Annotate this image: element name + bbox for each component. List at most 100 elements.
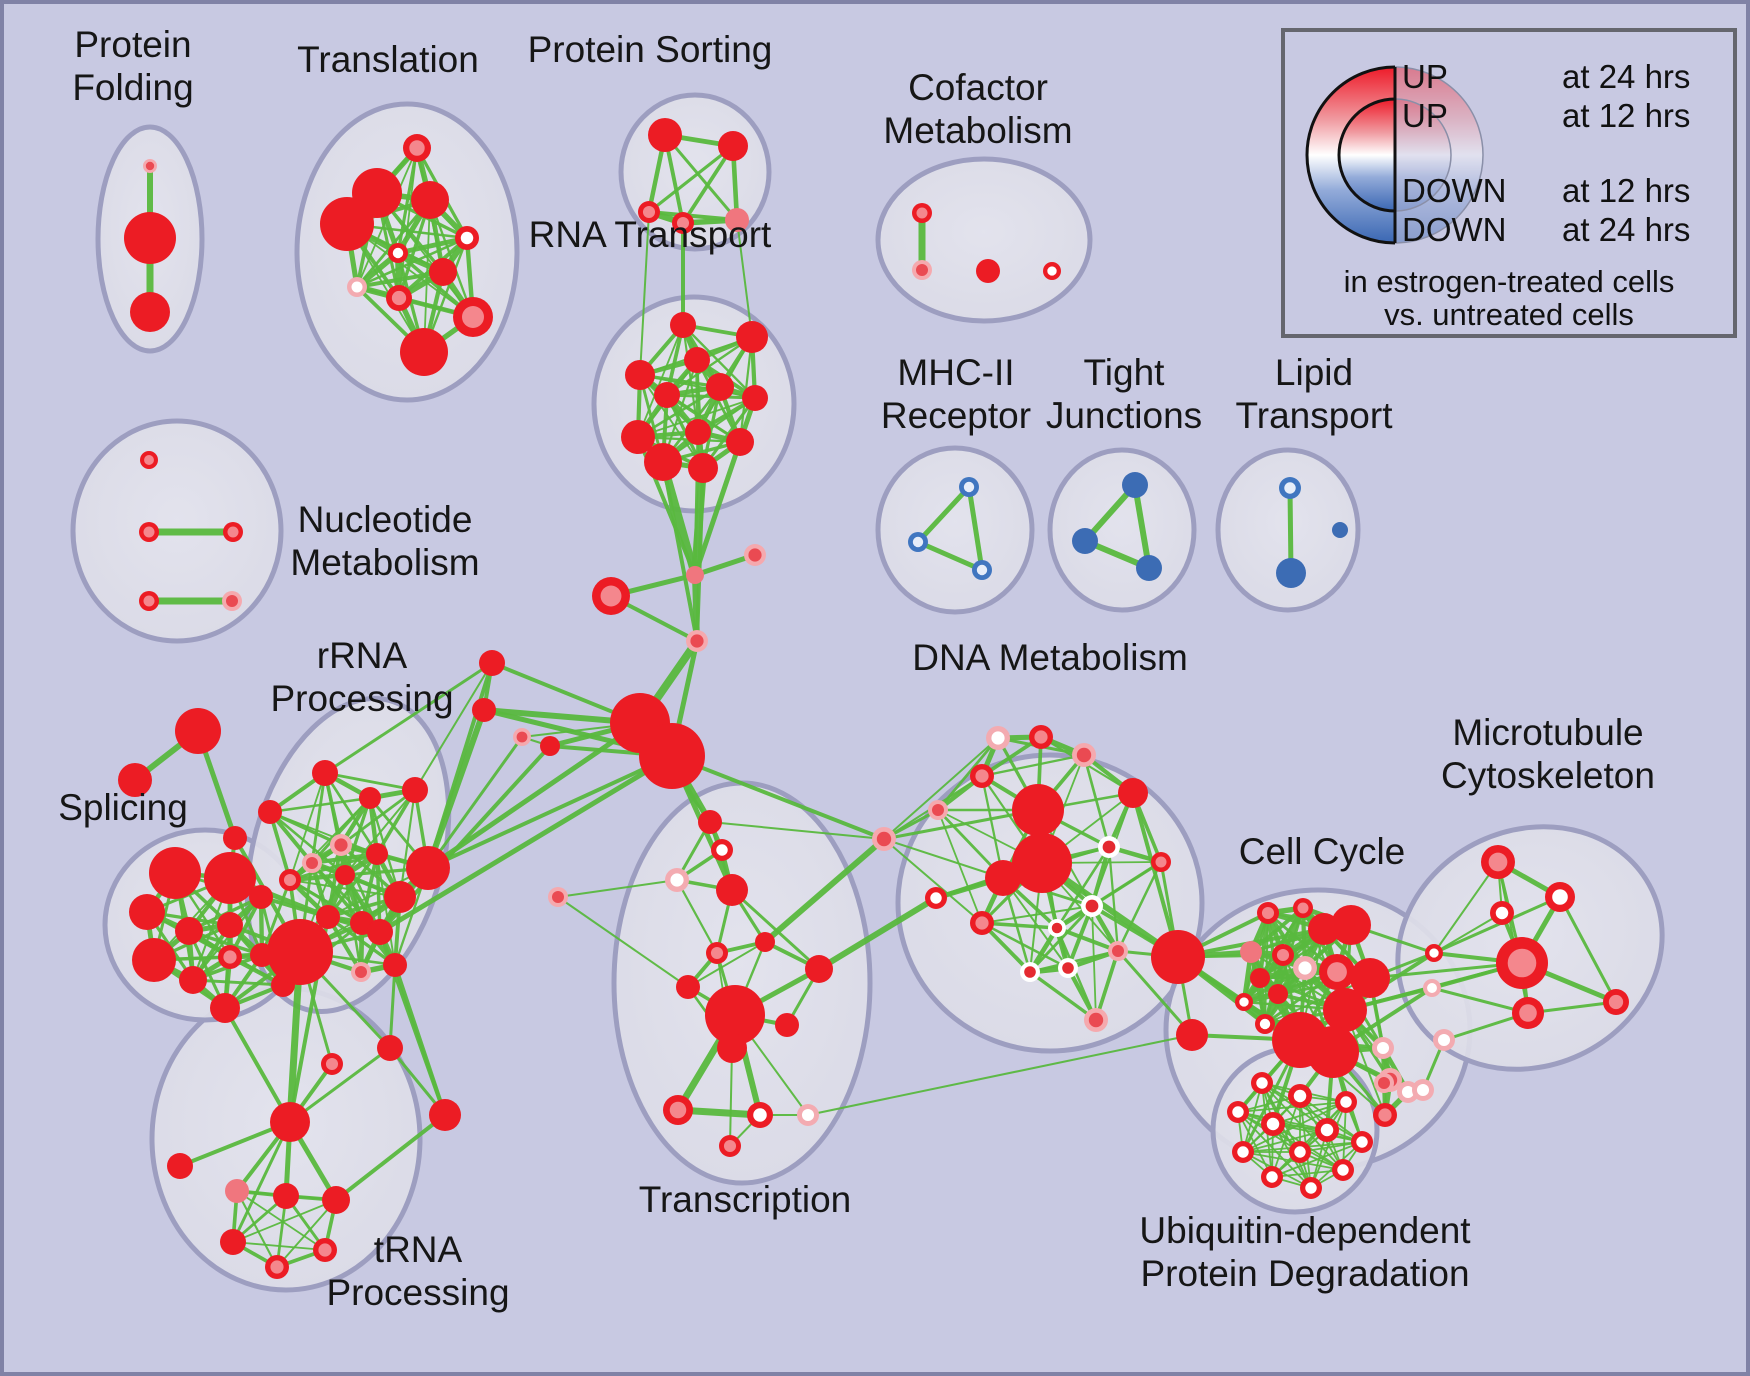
- gene-node-tr15: [775, 1013, 799, 1037]
- gene-node-mc3: [1490, 901, 1514, 925]
- gene-node-rt2: [736, 321, 768, 353]
- gene-node-s5: [204, 852, 256, 904]
- gene-node-mc8: [1512, 997, 1544, 1029]
- gene-node-ps2: [718, 131, 748, 161]
- gene-node-s7: [175, 917, 203, 945]
- edge-rrna: [398, 788, 417, 899]
- gene-node-rtc: [592, 577, 630, 615]
- gene-node-mc4: [1425, 944, 1443, 962]
- gene-node-tp7: [313, 1238, 337, 1262]
- gene-node-tj1: [1122, 472, 1148, 498]
- cluster-label-splicing: Splicing: [58, 787, 188, 828]
- gene-node-s10: [132, 938, 176, 982]
- gene-node-t11: [400, 328, 448, 376]
- cluster-label-cofactor-metabolism-line1: Cofactor: [908, 67, 1048, 108]
- edge: [692, 439, 743, 578]
- edge: [1430, 986, 1530, 1015]
- edge: [762, 836, 887, 945]
- gene-node-tr7: [676, 975, 700, 999]
- gene-node-rtb: [744, 544, 766, 566]
- edge-translation: [355, 236, 469, 289]
- gene-node-mc1: [1481, 845, 1515, 879]
- gene-node-ra: [312, 760, 338, 786]
- gene-node-dn20: [1151, 930, 1205, 984]
- gene-node-cm3: [976, 259, 1000, 283]
- gene-node-dn7: [1012, 833, 1072, 893]
- gene-node-cc14: [1323, 988, 1367, 1032]
- gene-node-u10: [1332, 1159, 1354, 1181]
- gene-node-cc18: [1372, 1037, 1394, 1059]
- gene-node-tr4: [716, 874, 748, 906]
- gene-node-u11: [1261, 1166, 1283, 1188]
- gene-node-s2: [175, 708, 221, 754]
- edge-protein-sorting: [647, 144, 735, 214]
- gene-node-tj2: [1072, 528, 1098, 554]
- gene-node-t10: [453, 297, 493, 337]
- edge-rna-transport: [681, 323, 757, 400]
- gene-node-tp4: [273, 1183, 299, 1209]
- legend-note-line2: vs. untreated cells: [1384, 297, 1634, 332]
- edge-trna-hex: [276, 1199, 337, 1268]
- cluster-label-nucleotide-metabolism-line2: Metabolism: [290, 542, 479, 583]
- gene-node-u4: [1227, 1101, 1249, 1123]
- edge: [426, 754, 674, 870]
- gene-node-cc13: [1255, 1014, 1275, 1034]
- edge-cell-cycle: [1249, 906, 1305, 954]
- gene-node-ps4: [672, 212, 694, 234]
- gene-node-tr5: [706, 942, 728, 964]
- gene-node-nm2: [139, 522, 159, 542]
- edge: [1432, 895, 1562, 955]
- gene-node-tr17: [548, 887, 568, 907]
- cluster-label-trna-processing-line2: Processing: [326, 1272, 509, 1313]
- edge: [1131, 791, 1180, 959]
- gene-node-nm1: [140, 451, 158, 469]
- edge: [883, 838, 983, 924]
- edge: [557, 896, 689, 988]
- cluster-label-mhc-ii-receptor-line2: Receptor: [881, 395, 1031, 436]
- edge-ubiquitin: [1237, 1111, 1273, 1178]
- edge: [816, 895, 939, 972]
- edge: [1116, 949, 1194, 1037]
- gene-node-tr3: [665, 868, 689, 892]
- legend-time-label: at 24 hrs: [1562, 211, 1690, 248]
- gene-node-t1: [403, 134, 431, 162]
- edge: [730, 888, 821, 971]
- gene-node-t8: [347, 277, 367, 297]
- gene-node-dn3: [1072, 743, 1096, 767]
- gene-node-u7: [1351, 1131, 1373, 1153]
- gene-node-t6: [388, 243, 408, 263]
- gene-node-ch2: [639, 723, 705, 789]
- gene-node-u3: [1335, 1091, 1357, 1113]
- edge: [915, 539, 985, 573]
- gene-node-rt3: [684, 347, 710, 373]
- legend-time-label: at 12 hrs: [1562, 97, 1690, 134]
- gene-node-rt5: [706, 373, 734, 401]
- edge-ubiquitin: [1242, 1151, 1344, 1171]
- gene-node-cm1: [912, 203, 932, 223]
- edge-rrna: [268, 810, 347, 877]
- gene-node-rp: [279, 869, 301, 891]
- gene-node-nm5: [222, 591, 242, 611]
- gene-node-cm2: [912, 260, 932, 280]
- legend-faded-half: [1395, 67, 1483, 243]
- edge: [966, 484, 985, 573]
- edge-transcription: [687, 941, 766, 988]
- gene-node-u12: [1300, 1177, 1322, 1199]
- edge-dna: [1055, 845, 1111, 930]
- edge-translation: [354, 269, 446, 290]
- gene-node-dn23: [1084, 1008, 1108, 1032]
- edge-dna: [1107, 845, 1120, 953]
- edge-dna: [981, 905, 1093, 924]
- edge-rrna: [323, 771, 379, 856]
- cluster-label-microtubule-cytoskeleton-line2: Cytoskeleton: [1441, 755, 1655, 796]
- gene-node-tpq: [377, 1035, 403, 1061]
- gene-node-r1: [267, 919, 333, 985]
- gene-node-tpp: [321, 1053, 343, 1075]
- gene-node-dn18: [1058, 958, 1078, 978]
- edge-dna: [1054, 925, 1121, 954]
- gene-node-tp8: [265, 1255, 289, 1279]
- edge: [426, 735, 524, 870]
- gene-node-b3: [513, 728, 531, 746]
- edge-ubiquitin: [1271, 1101, 1347, 1178]
